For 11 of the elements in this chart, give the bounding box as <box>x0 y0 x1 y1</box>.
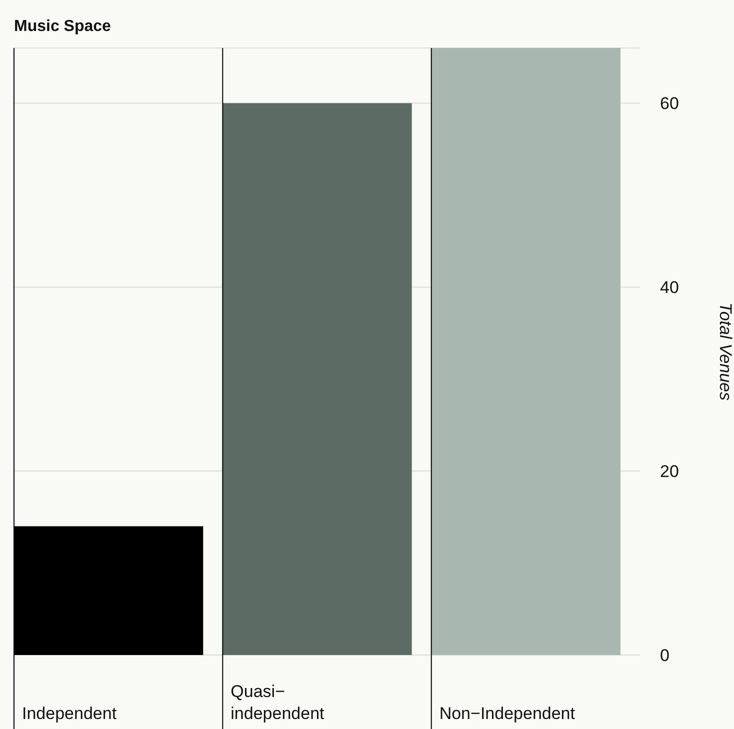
y-axis-title: Total Venues <box>716 302 734 401</box>
x-tick-label: Quasi−independent <box>230 682 325 723</box>
y-tick-label: 0 <box>660 646 670 666</box>
x-tick-label: Non−Independent <box>439 704 576 723</box>
bar <box>431 48 620 655</box>
y-tick-label: 40 <box>660 278 679 298</box>
x-tick-label: Independent <box>22 704 117 723</box>
bar <box>222 103 412 655</box>
chart-title: Music Space <box>14 18 111 36</box>
y-tick-label: 20 <box>660 462 679 482</box>
y-tick-label: 60 <box>660 94 679 114</box>
